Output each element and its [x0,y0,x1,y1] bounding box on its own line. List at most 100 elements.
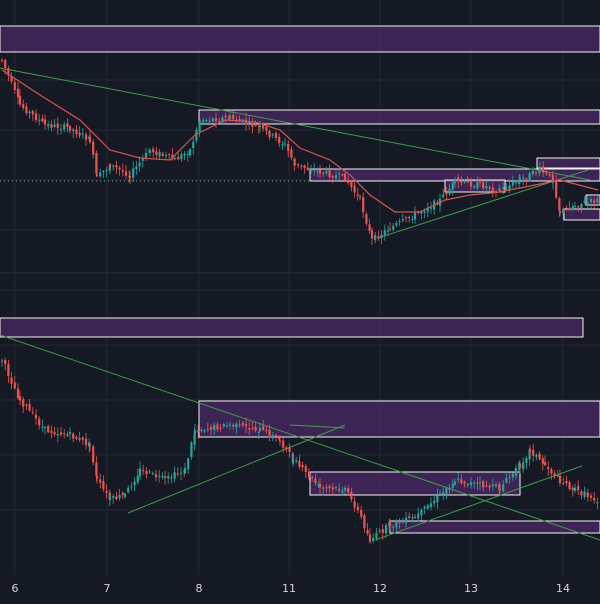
bottom-candle-body [271,435,274,439]
bottom-candle-body [558,475,562,483]
bottom-candle-body [473,482,476,484]
top-candle-body [395,223,398,226]
top-candle-body [10,76,13,82]
bottom-candle-body [565,480,568,484]
top-candle-body [370,230,374,239]
bottom-candle-body [59,432,63,435]
bottom-candle-body [550,469,553,474]
bottom-candle-body [463,481,466,484]
bottom-candle-body [99,479,102,483]
top-candle-body [343,173,347,181]
top-candle-body [0,59,4,61]
top-candle-body [538,167,542,171]
bottom-candle-body [151,472,154,474]
top-candle-body [4,60,7,69]
top-candle-body [448,188,451,195]
top-candle-body [309,171,313,173]
bottom-candle-body [209,426,213,430]
top-candle-body [386,230,390,232]
bottom-candle-body [532,450,535,456]
bottom-candle-body [187,458,190,470]
bottom-candle-body [251,427,254,429]
bottom-candle-body [282,440,285,448]
top-candle-body [392,225,395,230]
top-candle-body [50,124,53,128]
x-tick-label: 11 [282,582,296,595]
top-candle-body [451,182,454,190]
bottom-candle-body [541,458,544,464]
bottom-candle-body [108,497,112,500]
bottom-candle-body [482,481,485,488]
top-candle-body [383,230,386,236]
top-candle-body [568,208,571,210]
top-candle-body [362,197,365,213]
top-candle-body [28,111,31,114]
bottom-candle-body [429,503,433,508]
top-candle-body [469,181,473,187]
top-candle-body [205,119,208,121]
bottom-candle-body [304,466,307,472]
bottom-candle-body [381,529,384,533]
bottom-candle-body [571,487,574,491]
bottom-candle-body [547,466,550,470]
top-candle-body [218,120,221,122]
bottom-candle-body [426,505,429,509]
bottom-candle-body [142,470,145,472]
bottom-candle-body [366,530,369,534]
bottom-candle-body [438,493,442,495]
bottom-candle-body [388,521,392,527]
bottom-candle-body [285,447,288,449]
bottom-candle-body [179,472,183,474]
bottom-candle-body [568,482,571,490]
top-candle-body [423,211,426,213]
bottom-candle-body [254,426,257,431]
bottom-candle-body [123,493,127,497]
bottom-candle-body [350,492,353,500]
bottom-candle-body [225,425,229,427]
bottom-candle-body [10,377,13,384]
bottom-candle-body [420,509,423,516]
bottom-candle-body [528,448,532,452]
top-candle-body [473,186,476,188]
top-candle-body [41,118,44,122]
top-candle-body [164,154,168,156]
bottom-candle-body [163,476,167,479]
bottom-candle-body [63,433,66,435]
bottom-candle-body [28,404,31,411]
top-candle-body [328,169,331,178]
bottom-candle-body [583,491,586,497]
zone-layer [0,25,600,534]
grid-layer [0,0,600,575]
top-candle-body [148,150,152,154]
bottom-candle-body [514,467,518,476]
top-candle-body [56,123,59,129]
bottom-candle-body [445,488,448,494]
top-candle-body [251,122,254,127]
bottom-candle-body [228,424,232,426]
bottom-candle-body [278,437,281,440]
top-candle-body [565,207,568,209]
top-candle-body [18,95,22,105]
top-candle-body [88,136,92,142]
bottom-candle-body [525,458,528,463]
bottom-candle-body [543,462,547,466]
top-candle-body [115,165,118,168]
x-axis: 6 7 8 11 12 13 14 [12,582,571,595]
top-candle-body [596,198,599,203]
bottom-candle-body [95,462,98,476]
bottom-candle-body [363,515,366,529]
bottom-candle-body [183,468,187,474]
top-candle-body [268,131,271,138]
top-candle-body [485,186,488,189]
top-candle-body [338,173,341,175]
bottom-candle-body [451,483,454,488]
bottom-candle-body [127,487,130,493]
bottom-candle-body [307,471,311,478]
top-candle-body [398,221,401,223]
top-candle-body [404,217,408,219]
top-candle-body [118,167,121,170]
bottom-candle-body [448,487,451,490]
top-candle-body [161,153,164,156]
